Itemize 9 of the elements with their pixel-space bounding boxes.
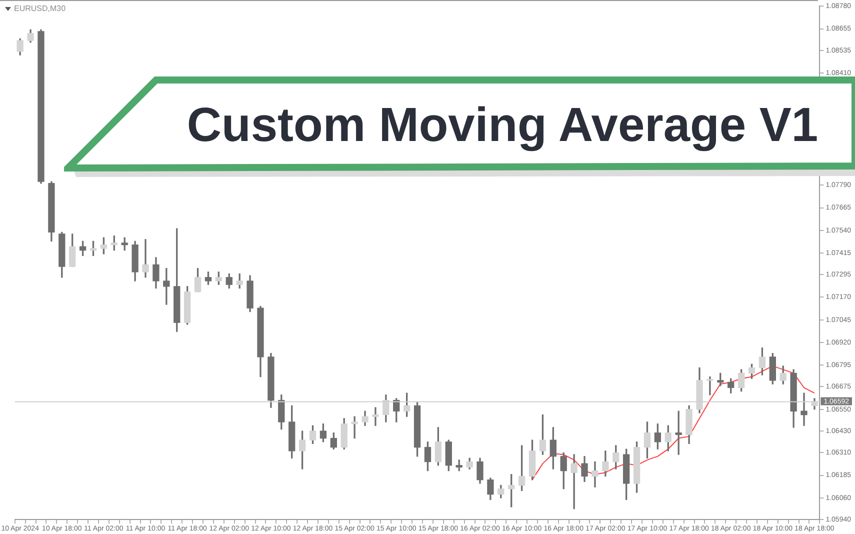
text: Custom Moving Average V1 — [186, 98, 820, 154]
annotation: EURUSD,M30 — [14, 4, 66, 13]
candlestick — [592, 461, 598, 488]
candlestick — [142, 239, 149, 278]
candlestick — [570, 454, 578, 510]
candlestick — [351, 416, 358, 439]
candlestick — [706, 376, 714, 396]
candlestick — [372, 407, 379, 426]
candlestick — [800, 392, 808, 426]
